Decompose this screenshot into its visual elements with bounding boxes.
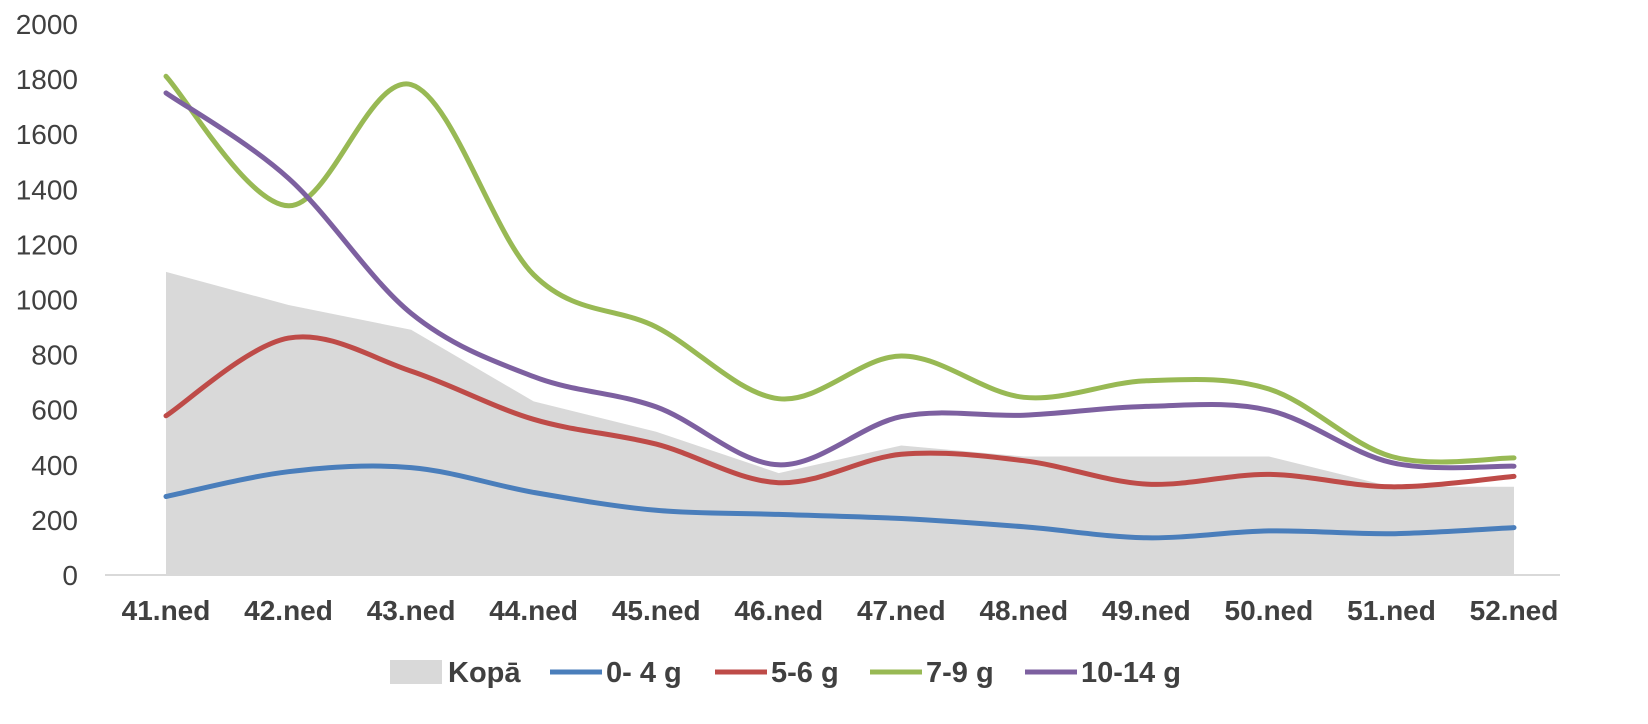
x-tick-label: 45.ned bbox=[612, 595, 701, 626]
line-series-3 bbox=[163, 90, 1517, 471]
legend-label-0: 0- 4 g bbox=[606, 657, 682, 689]
area-series-kopa bbox=[166, 271, 1514, 575]
legend-label-1: 5-6 g bbox=[771, 657, 839, 689]
y-tick-label: 600 bbox=[31, 395, 78, 426]
x-tick-label: 50.ned bbox=[1225, 595, 1314, 626]
y-axis: 0 200 400 600 800 1000 1200 1400 1600 1800 2000 bbox=[16, 9, 78, 591]
y-tick-label: 0 bbox=[62, 560, 78, 591]
line-series-2 bbox=[163, 73, 1517, 465]
x-tick-label: 48.ned bbox=[979, 595, 1068, 626]
x-tick-label: 41.ned bbox=[122, 595, 211, 626]
x-tick-label: 51.ned bbox=[1347, 595, 1436, 626]
y-tick-label: 1400 bbox=[16, 174, 78, 205]
x-axis: 41.ned 42.ned 43.ned 44.ned 45.ned 46.ned 47.n… bbox=[122, 595, 1559, 626]
y-tick-label: 1800 bbox=[16, 64, 78, 95]
area-layer bbox=[166, 271, 1514, 575]
x-tick-label: 49.ned bbox=[1102, 595, 1191, 626]
legend-label-kopa: Kopā bbox=[448, 657, 521, 689]
line-series-0 bbox=[163, 463, 1517, 541]
x-tick-label: 42.ned bbox=[244, 595, 333, 626]
legend-label-2: 7-9 g bbox=[926, 657, 994, 689]
y-tick-label: 800 bbox=[31, 340, 78, 371]
y-tick-label: 400 bbox=[31, 450, 78, 481]
legend: Kopā 0- 4 g 5-6 g 7-9 g 10-14 g bbox=[390, 657, 1181, 689]
y-tick-label: 1000 bbox=[16, 285, 78, 316]
legend-label-3: 10-14 g bbox=[1081, 657, 1181, 689]
y-tick-label: 200 bbox=[31, 505, 78, 536]
y-tick-label: 1200 bbox=[16, 229, 78, 260]
line-series-1 bbox=[163, 334, 1517, 490]
y-tick-label: 2000 bbox=[16, 9, 78, 40]
x-tick-label: 44.ned bbox=[489, 595, 578, 626]
line-layer bbox=[163, 73, 1517, 541]
legend-swatch-kopa bbox=[390, 660, 442, 684]
x-tick-label: 52.ned bbox=[1470, 595, 1559, 626]
x-tick-label: 46.ned bbox=[734, 595, 823, 626]
y-tick-label: 1600 bbox=[16, 119, 78, 150]
x-tick-label: 43.ned bbox=[367, 595, 456, 626]
x-tick-label: 47.ned bbox=[857, 595, 946, 626]
